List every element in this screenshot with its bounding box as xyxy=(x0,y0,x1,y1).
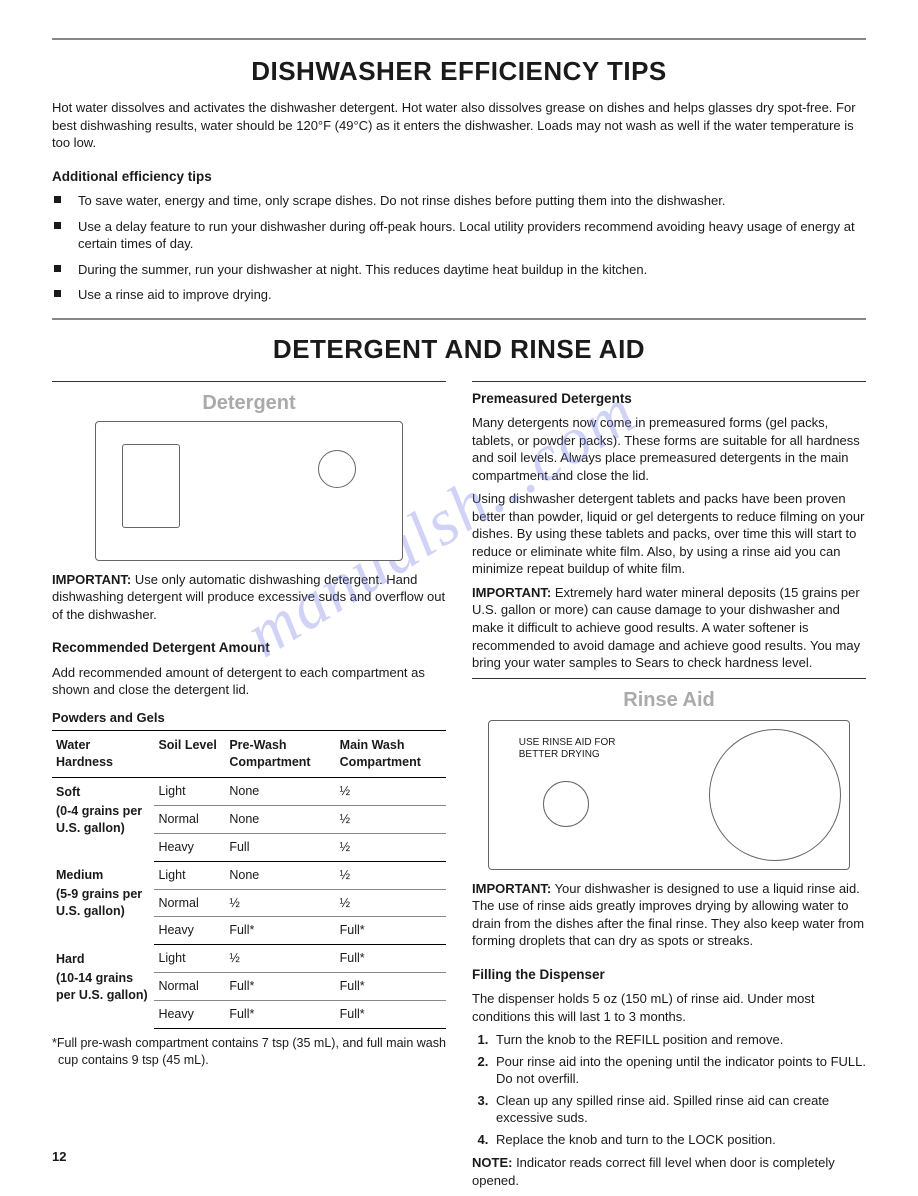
list-item: To save water, energy and time, only scr… xyxy=(54,192,866,210)
fill-heading: Filling the Dispenser xyxy=(472,966,866,984)
rec-text: Add recommended amount of detergent to e… xyxy=(52,664,446,699)
rec-heading: Recommended Detergent Amount xyxy=(52,639,446,657)
section1-title: DISHWASHER EFFICIENCY TIPS xyxy=(52,54,866,89)
mid-rule xyxy=(52,318,866,320)
cell-main: Full* xyxy=(336,945,446,973)
cell-pre: None xyxy=(225,778,335,806)
left-col-rule xyxy=(52,381,446,382)
cell-hardness: Soft(0-4 grains per U.S. gallon) xyxy=(52,778,154,862)
th-hardness: Water Hardness xyxy=(52,731,154,778)
right-col-rule-2 xyxy=(472,678,866,679)
cell-main: Full* xyxy=(336,1001,446,1029)
important-label: IMPORTANT: xyxy=(472,881,551,896)
detergent-table: Water Hardness Soil Level Pre-Wash Compa… xyxy=(52,730,446,1029)
cell-pre: None xyxy=(225,861,335,889)
detergent-door-shape xyxy=(122,444,180,528)
premeasured-p1: Many detergents now come in premeasured … xyxy=(472,414,866,484)
cell-hardness: Medium(5-9 grains per U.S. gallon) xyxy=(52,861,154,945)
table-title: Powders and Gels xyxy=(52,709,446,727)
rinseaid-illustration: USE RINSE AID FOR BETTER DRYING xyxy=(488,720,850,870)
cell-soil: Normal xyxy=(154,973,225,1001)
cell-main: ½ xyxy=(336,833,446,861)
right-col-rule-1 xyxy=(472,381,866,382)
table-body: Soft(0-4 grains per U.S. gallon)LightNon… xyxy=(52,778,446,1029)
detergent-dial-shape xyxy=(318,450,356,488)
list-item: Pour rinse aid into the opening until th… xyxy=(492,1053,866,1088)
cell-hardness: Hard(10-14 grains per U.S. gallon) xyxy=(52,945,154,1029)
cell-main: ½ xyxy=(336,889,446,917)
premeasured-heading: Premeasured Detergents xyxy=(472,390,866,408)
rinseaid-box-text: USE RINSE AID FOR BETTER DRYING xyxy=(519,737,616,761)
important-label: IMPORTANT: xyxy=(472,585,551,600)
table-row: Medium(5-9 grains per U.S. gallon)LightN… xyxy=(52,861,446,889)
cell-pre: ½ xyxy=(225,945,335,973)
cell-pre: Full* xyxy=(225,917,335,945)
rinseaid-illust-label: Rinse Aid xyxy=(472,687,866,714)
cell-soil: Light xyxy=(154,861,225,889)
cell-main: ½ xyxy=(336,861,446,889)
list-item: Replace the knob and turn to the LOCK po… xyxy=(492,1131,866,1149)
list-item: Clean up any spilled rinse aid. Spilled … xyxy=(492,1092,866,1127)
cell-pre: Full* xyxy=(225,1001,335,1029)
cell-soil: Normal xyxy=(154,889,225,917)
premeasured-p2: Using dishwasher detergent tablets and p… xyxy=(472,490,866,578)
detergent-important: IMPORTANT: Use only automatic dishwashin… xyxy=(52,571,446,624)
th-soil: Soil Level xyxy=(154,731,225,778)
page-number: 12 xyxy=(52,1148,66,1166)
fill-intro: The dispenser holds 5 oz (150 mL) of rin… xyxy=(472,990,866,1025)
two-column-layout: Detergent IMPORTANT: Use only automatic … xyxy=(52,377,866,1196)
cell-soil: Light xyxy=(154,778,225,806)
cell-soil: Heavy xyxy=(154,833,225,861)
premeasured-important: IMPORTANT: Extremely hard water mineral … xyxy=(472,584,866,672)
rinseaid-important: IMPORTANT: Your dishwasher is designed t… xyxy=(472,880,866,950)
list-item: Turn the knob to the REFILL position and… xyxy=(492,1031,866,1049)
fill-note: NOTE: Indicator reads correct fill level… xyxy=(472,1154,866,1189)
cell-soil: Light xyxy=(154,945,225,973)
cell-main: ½ xyxy=(336,805,446,833)
cell-soil: Heavy xyxy=(154,917,225,945)
list-item: During the summer, run your dishwasher a… xyxy=(54,261,866,279)
table-header-row: Water Hardness Soil Level Pre-Wash Compa… xyxy=(52,731,446,778)
section2-title: DETERGENT AND RINSE AID xyxy=(52,332,866,367)
list-item: Use a delay feature to run your dishwash… xyxy=(54,218,866,253)
important-label: IMPORTANT: xyxy=(52,572,131,587)
table-row: Hard(10-14 grains per U.S. gallon)Light½… xyxy=(52,945,446,973)
list-item: Use a rinse aid to improve drying. xyxy=(54,286,866,304)
tips-list: To save water, energy and time, only scr… xyxy=(52,192,866,304)
cell-pre: Full* xyxy=(225,973,335,1001)
cell-main: Full* xyxy=(336,973,446,1001)
cell-main: Full* xyxy=(336,917,446,945)
th-prewash: Pre-Wash Compartment xyxy=(225,731,335,778)
cell-pre: None xyxy=(225,805,335,833)
note-label: NOTE: xyxy=(472,1155,512,1170)
left-column: Detergent IMPORTANT: Use only automatic … xyxy=(52,377,446,1196)
cell-pre: ½ xyxy=(225,889,335,917)
cell-main: ½ xyxy=(336,778,446,806)
note-text: Indicator reads correct fill level when … xyxy=(472,1155,835,1188)
detergent-illust-label: Detergent xyxy=(52,390,446,417)
cell-pre: Full xyxy=(225,833,335,861)
cell-soil: Heavy xyxy=(154,1001,225,1029)
section1-intro: Hot water dissolves and activates the di… xyxy=(52,99,866,152)
table-row: Soft(0-4 grains per U.S. gallon)LightNon… xyxy=(52,778,446,806)
rinseaid-dial-shape xyxy=(543,781,589,827)
rinseaid-pour-circle xyxy=(709,729,841,861)
cell-soil: Normal xyxy=(154,805,225,833)
th-mainwash: Main Wash Compartment xyxy=(336,731,446,778)
detergent-illustration xyxy=(95,421,402,561)
table-footnote: *Full pre-wash compartment contains 7 ts… xyxy=(52,1035,446,1069)
right-column: Premeasured Detergents Many detergents n… xyxy=(472,377,866,1196)
tips-heading: Additional efficiency tips xyxy=(52,168,866,186)
fill-steps: Turn the knob to the REFILL position and… xyxy=(472,1031,866,1148)
top-rule xyxy=(52,38,866,40)
